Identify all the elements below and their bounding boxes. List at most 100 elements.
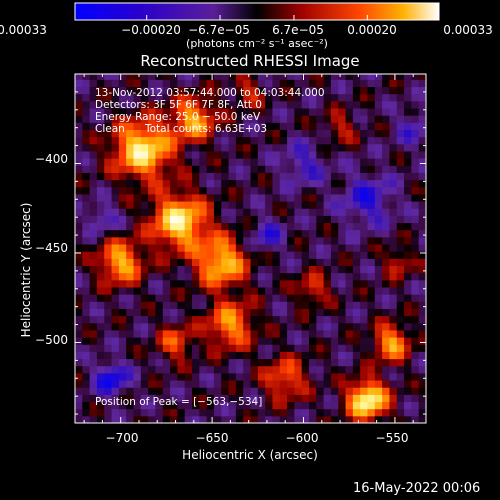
heatmap-cell (213, 258, 222, 267)
heatmap-cell (265, 229, 273, 238)
heatmap-cell (279, 222, 288, 231)
heatmap-cell (352, 372, 361, 381)
heatmap-cell (184, 172, 193, 181)
heatmap-cell (396, 322, 405, 331)
heatmap-cell (235, 251, 244, 259)
heatmap-cell (338, 179, 347, 188)
heatmap-cell (352, 122, 361, 130)
heatmap-cell (170, 294, 178, 302)
heatmap-cell (235, 351, 244, 360)
heatmap-cell (206, 165, 215, 173)
heatmap-cell (140, 365, 149, 374)
heatmap-cell (140, 108, 149, 116)
heatmap-cell (389, 208, 398, 216)
heatmap-cell (82, 122, 91, 130)
heatmap-cell (272, 129, 281, 138)
heatmap-cell (257, 265, 266, 274)
heatmap-cell (389, 337, 398, 345)
heatmap-cell (257, 394, 266, 403)
heatmap-cell (184, 380, 193, 388)
heatmap-cell (89, 179, 98, 188)
heatmap-cell (404, 215, 412, 224)
heatmap-cell (301, 244, 310, 252)
heatmap-cell (360, 329, 368, 338)
heatmap-cell (170, 329, 178, 338)
heatmap-cell (199, 108, 208, 116)
heatmap-cell (111, 294, 120, 302)
heatmap-cell (338, 236, 347, 245)
heatmap-cell (374, 122, 383, 130)
heatmap-cell (126, 351, 134, 360)
heatmap-cell (162, 186, 171, 195)
heatmap-cell (104, 358, 113, 367)
heatmap-cell (301, 358, 310, 367)
heatmap-cell (206, 136, 215, 145)
heatmap-cell (265, 394, 273, 403)
heatmap-cell (243, 100, 251, 109)
heatmap-cell (82, 286, 91, 295)
heatmap-cell (199, 329, 208, 338)
heatmap-cell (360, 158, 368, 166)
heatmap-cell (279, 201, 288, 209)
heatmap-cell (338, 344, 347, 352)
heatmap-cell (199, 387, 208, 395)
heatmap-cell (309, 258, 317, 267)
heatmap-cell (345, 401, 354, 410)
heatmap-cell (287, 158, 295, 166)
heatmap-cell (111, 380, 120, 388)
energy-range-annotation: Energy Range: 25.0 − 50.0 keV (95, 111, 261, 123)
heatmap-cell (228, 193, 237, 202)
heatmap-cell (396, 186, 405, 195)
heatmap-cell (338, 79, 347, 88)
heatmap-cell (309, 365, 317, 374)
heatmap-cell (265, 372, 273, 381)
heatmap-cell (316, 193, 325, 202)
heatmap-cell (177, 337, 186, 345)
heatmap-cell (316, 380, 325, 388)
heatmap-cell (162, 74, 171, 80)
heatmap-cell (96, 100, 105, 109)
heatmap-cell (111, 115, 120, 123)
heatmap-cell (213, 351, 222, 360)
heatmap-cell (155, 265, 164, 274)
heatmap-cell (389, 79, 398, 88)
heatmap-cell (360, 236, 368, 245)
heatmap-cell (184, 258, 193, 267)
heatmap-cell (352, 415, 361, 423)
heatmap-cell (294, 329, 303, 338)
detectors-annotation: Detectors: 3F 5F 6F 7F 8F, Att 0 (95, 99, 262, 111)
heatmap-cell (367, 215, 376, 224)
heatmap-cell (243, 387, 251, 395)
heatmap-cell (126, 215, 134, 224)
heatmap-cell (126, 74, 134, 80)
heatmap-cell (360, 286, 368, 295)
heatmap-cell (213, 79, 222, 88)
heatmap-cell (213, 372, 222, 381)
heatmap-cell (82, 358, 91, 367)
heatmap-cell (177, 408, 186, 417)
heatmap-cell (250, 301, 259, 309)
heatmap-cell (345, 150, 354, 159)
heatmap-cell (82, 74, 91, 80)
heatmap-cell (148, 279, 156, 288)
heatmap-cell (89, 215, 98, 224)
heatmap-cell (250, 108, 259, 116)
heatmap-cell (330, 315, 339, 324)
heatmap-cell (140, 222, 149, 231)
heatmap-cell (316, 279, 325, 288)
heatmap-cell (418, 215, 426, 224)
heatmap-cell (411, 136, 420, 145)
heatmap-cell (133, 222, 142, 231)
heatmap-cell (170, 408, 178, 417)
heatmap-cell (294, 301, 303, 309)
heatmap-cell (111, 358, 120, 367)
heatmap-cell (367, 394, 376, 403)
heatmap-cell (265, 408, 273, 417)
heatmap-cell (126, 201, 134, 209)
heatmap-cell (294, 372, 303, 381)
heatmap-cell (213, 337, 222, 345)
heatmap-cell (309, 122, 317, 130)
heatmap-cell (272, 165, 281, 173)
heatmap-cell (96, 215, 105, 224)
heatmap-cell (228, 150, 237, 159)
